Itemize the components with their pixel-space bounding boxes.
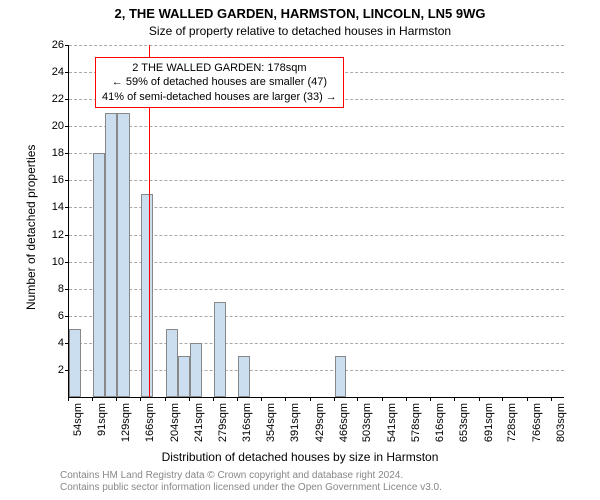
ytick-label: 20 <box>34 120 64 132</box>
xtick-mark <box>116 397 117 401</box>
ytick-label: 24 <box>34 66 64 78</box>
histogram-bar <box>117 113 129 397</box>
xtick-mark <box>551 397 552 401</box>
xtick-mark <box>334 397 335 401</box>
ytick-mark <box>65 99 69 100</box>
credit-text: Contains HM Land Registry data © Crown c… <box>60 470 442 494</box>
xtick-mark <box>382 397 383 401</box>
xtick-mark <box>406 397 407 401</box>
callout-line: ← 59% of detached houses are smaller (47… <box>102 75 337 89</box>
xtick-mark <box>479 397 480 401</box>
ytick-label: 10 <box>34 256 64 268</box>
ytick-mark <box>65 126 69 127</box>
xtick-mark <box>213 397 214 401</box>
chart-subtitle: Size of property relative to detached ho… <box>0 24 600 38</box>
histogram-bar <box>166 329 178 397</box>
ytick-label: 16 <box>34 174 64 186</box>
credit-line-1: Contains HM Land Registry data © Crown c… <box>60 470 442 482</box>
ytick-mark <box>65 262 69 263</box>
histogram-bar <box>214 302 226 397</box>
chart-title: 2, THE WALLED GARDEN, HARMSTON, LINCOLN,… <box>0 6 600 21</box>
ytick-mark <box>65 45 69 46</box>
histogram-bar <box>238 356 250 397</box>
xtick-mark <box>237 397 238 401</box>
gridline <box>69 153 564 154</box>
callout-box: 2 THE WALLED GARDEN: 178sqm← 59% of deta… <box>95 57 344 108</box>
xtick-mark <box>502 397 503 401</box>
ytick-mark <box>65 289 69 290</box>
callout-line: 2 THE WALLED GARDEN: 178sqm <box>102 61 337 75</box>
ytick-label: 4 <box>34 337 64 349</box>
xtick-mark <box>68 397 69 401</box>
histogram-bar <box>141 194 153 397</box>
chart-plot-area: 2 THE WALLED GARDEN: 178sqm← 59% of deta… <box>68 45 564 398</box>
xtick-mark <box>357 397 358 401</box>
histogram-bar <box>178 356 190 397</box>
xtick-mark <box>92 397 93 401</box>
histogram-bar <box>93 153 105 397</box>
ytick-label: 14 <box>34 201 64 213</box>
ytick-label: 26 <box>34 39 64 51</box>
credit-line-2: Contains public sector information licen… <box>60 482 442 494</box>
ytick-label: 2 <box>34 364 64 376</box>
histogram-bar <box>69 329 81 397</box>
histogram-bar <box>335 356 347 397</box>
xtick-mark <box>189 397 190 401</box>
ytick-mark <box>65 153 69 154</box>
xtick-mark <box>285 397 286 401</box>
ytick-label: 18 <box>34 147 64 159</box>
ytick-mark <box>65 316 69 317</box>
ytick-mark <box>65 72 69 73</box>
ytick-mark <box>65 207 69 208</box>
gridline <box>69 180 564 181</box>
xtick-mark <box>310 397 311 401</box>
xtick-mark <box>430 397 431 401</box>
gridline <box>69 126 564 127</box>
ytick-label: 6 <box>34 310 64 322</box>
histogram-bar <box>105 113 117 397</box>
ytick-label: 12 <box>34 229 64 241</box>
ytick-mark <box>65 235 69 236</box>
xtick-mark <box>454 397 455 401</box>
histogram-bar <box>190 343 202 397</box>
ytick-label: 22 <box>34 93 64 105</box>
x-axis-label: Distribution of detached houses by size … <box>0 450 600 464</box>
gridline <box>69 45 564 46</box>
xtick-mark <box>261 397 262 401</box>
ytick-mark <box>65 180 69 181</box>
callout-line: 41% of semi-detached houses are larger (… <box>102 90 337 104</box>
ytick-label: 8 <box>34 283 64 295</box>
xtick-mark <box>140 397 141 401</box>
xtick-mark <box>165 397 166 401</box>
xtick-mark <box>527 397 528 401</box>
